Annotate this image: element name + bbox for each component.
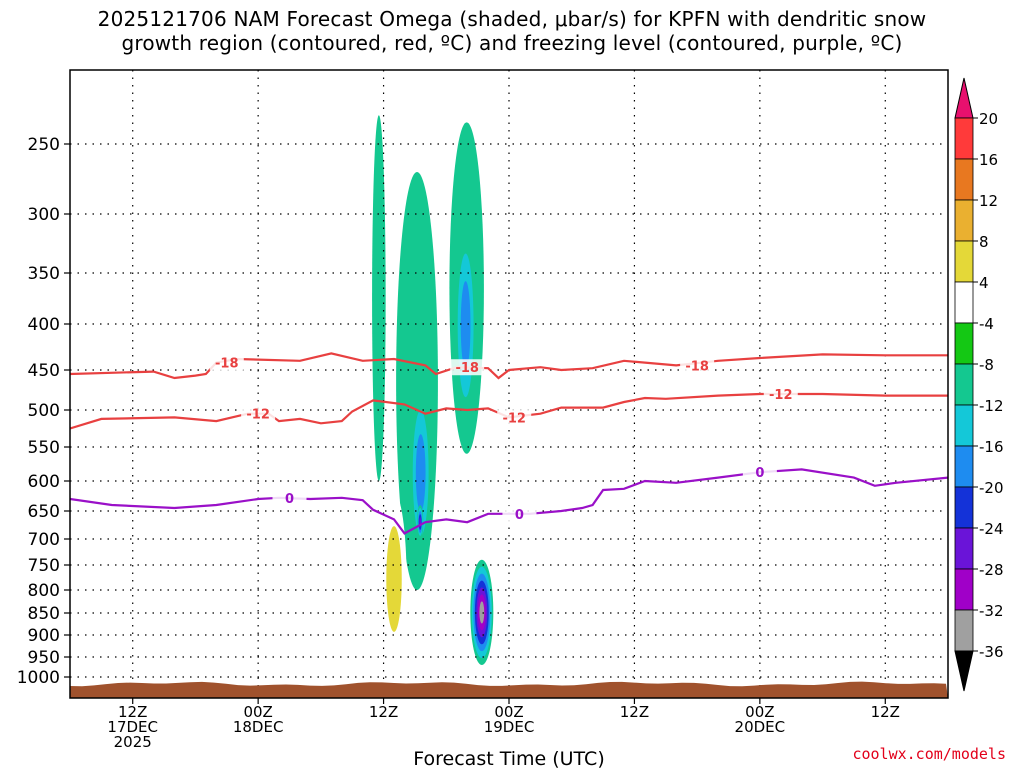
colorbar-segment-7 bbox=[954, 404, 974, 447]
contour-minus12-label-2: -12 bbox=[769, 388, 793, 403]
colorbar-label-6: -8 bbox=[979, 356, 994, 374]
contour-freezing-0-label-2: 0 bbox=[755, 466, 764, 481]
colorbar-label-11: -28 bbox=[979, 561, 1004, 579]
y-tick-label-350: 350 bbox=[28, 264, 60, 284]
contour-freezing-0-label-bg-2 bbox=[742, 464, 777, 481]
y-tick-label-550: 550 bbox=[28, 438, 60, 458]
colorbar-label-5: -4 bbox=[979, 315, 994, 333]
colorbar-label-10: -24 bbox=[979, 520, 1004, 538]
site-credit: coolwx.com/models bbox=[852, 745, 1006, 763]
x-tick-label-6-1: 17DEC bbox=[107, 718, 158, 736]
colorbar-label-4: 4 bbox=[979, 274, 989, 292]
y-tick-label-700: 700 bbox=[28, 530, 60, 550]
contour-minus12-label-bg-1 bbox=[497, 409, 532, 426]
colorbar-segment-9 bbox=[954, 486, 974, 529]
y-tick-label-900: 900 bbox=[28, 626, 60, 646]
colorbar-segment-4 bbox=[954, 281, 974, 324]
colorbar-top-arrow bbox=[954, 77, 974, 119]
x-tick-label-6-0: 12Z bbox=[118, 703, 147, 721]
x-tick-label-66-1: 20DEC bbox=[735, 718, 786, 736]
omega-region-upper-green-plume-left-8 bbox=[372, 115, 386, 481]
colorbar-segment-2 bbox=[954, 199, 974, 242]
y-tick-label-850: 850 bbox=[28, 604, 60, 624]
chart-title-line-2: growth region (contoured, red, ºC) and f… bbox=[121, 31, 903, 55]
omega-region-positive-yellow-bottom-4 bbox=[399, 621, 438, 668]
y-tick-label-950: 950 bbox=[28, 648, 60, 668]
y-tick-label-800: 800 bbox=[28, 581, 60, 601]
x-tick-label-54-0: 12Z bbox=[620, 703, 649, 721]
contour-minus18-label-2: -18 bbox=[685, 359, 709, 374]
colorbar-segment-12 bbox=[954, 609, 974, 652]
colorbar-label-9: -20 bbox=[979, 479, 1004, 497]
colorbar-label-7: -12 bbox=[979, 397, 1004, 415]
colorbar-label-12: -32 bbox=[979, 602, 1004, 620]
colorbar-segment-3 bbox=[954, 240, 974, 283]
y-tick-label-300: 300 bbox=[28, 205, 60, 225]
x-tick-label-6-2: 2025 bbox=[114, 733, 152, 751]
omega-region-positive-yellow-center-4 bbox=[446, 450, 468, 570]
y-tick-label-450: 450 bbox=[28, 361, 60, 381]
contour-minus18-label-bg-0 bbox=[209, 354, 244, 371]
contour-minus12-label-1: -12 bbox=[502, 411, 526, 426]
omega-region-low-level-blue-purple-max-32 bbox=[479, 601, 485, 624]
contour-minus12-label-bg-0 bbox=[241, 405, 276, 422]
colorbar-segment-6 bbox=[954, 363, 974, 406]
ground-surface bbox=[70, 681, 948, 698]
colorbar-bottom-arrow bbox=[954, 650, 974, 692]
contour-freezing-0-label-bg-1 bbox=[502, 505, 537, 522]
colorbar-segment-1 bbox=[954, 158, 974, 201]
contour-minus18-label-bg-2 bbox=[680, 357, 715, 374]
x-tick-label-78-0: 12Z bbox=[871, 703, 900, 721]
colorbar-segment-10 bbox=[954, 527, 974, 570]
y-tick-label-600: 600 bbox=[28, 472, 60, 492]
omega-region-mid-cyan-core-16 bbox=[415, 434, 426, 512]
contour-minus18-label-bg-1 bbox=[450, 359, 485, 376]
x-tick-label-30-0: 12Z bbox=[369, 703, 398, 721]
x-axis-title: Forecast Time (UTC) bbox=[413, 748, 604, 768]
colorbar-segment-8 bbox=[954, 445, 974, 488]
colorbar-label-2: 12 bbox=[979, 192, 998, 210]
colorbar-label-0: 20 bbox=[979, 110, 998, 128]
y-tick-label-650: 650 bbox=[28, 502, 60, 522]
omega-region-positive-yellow-upper-right-4 bbox=[605, 219, 620, 361]
contour-freezing-0-label-0: 0 bbox=[285, 492, 294, 507]
contour-freezing-0-label-bg-0 bbox=[272, 489, 307, 506]
colorbar-label-3: 8 bbox=[979, 233, 989, 251]
contour-minus12-label-bg-2 bbox=[763, 386, 798, 402]
omega-region-upper-cyan-core-16 bbox=[460, 281, 471, 370]
omega-region-positive-yellow-low-left-8 bbox=[386, 526, 402, 632]
y-tick-label-400: 400 bbox=[28, 315, 60, 335]
contour-minus12-label-0: -12 bbox=[246, 408, 270, 423]
contour-freezing-0-label-1: 0 bbox=[515, 508, 524, 523]
x-tick-label-18-1: 18DEC bbox=[233, 718, 284, 736]
contour-minus18-label-0: -18 bbox=[215, 357, 239, 372]
contour-minus18 bbox=[70, 352, 948, 380]
x-tick-label-66-0: 00Z bbox=[745, 703, 774, 721]
colorbar-label-8: -16 bbox=[979, 438, 1004, 456]
colorbar-label-1: 16 bbox=[979, 151, 998, 169]
x-tick-label-18-0: 00Z bbox=[243, 703, 272, 721]
colorbar-segment-0 bbox=[954, 117, 974, 160]
y-tick-label-250: 250 bbox=[28, 135, 60, 155]
colorbar-label-13: -36 bbox=[979, 643, 1004, 661]
colorbar-segment-5 bbox=[954, 322, 974, 365]
x-tick-label-42-1: 19DEC bbox=[484, 718, 535, 736]
y-tick-label-1000: 1000 bbox=[17, 668, 60, 688]
y-tick-label-500: 500 bbox=[28, 401, 60, 421]
contour-minus18-label-1: -18 bbox=[455, 361, 479, 376]
y-tick-label-750: 750 bbox=[28, 556, 60, 576]
contour-freezing-0 bbox=[70, 468, 948, 535]
x-tick-label-42-0: 00Z bbox=[494, 703, 523, 721]
colorbar-segment-11 bbox=[954, 568, 974, 611]
chart-title-line-1: 2025121706 NAM Forecast Omega (shaded, μ… bbox=[97, 7, 927, 31]
